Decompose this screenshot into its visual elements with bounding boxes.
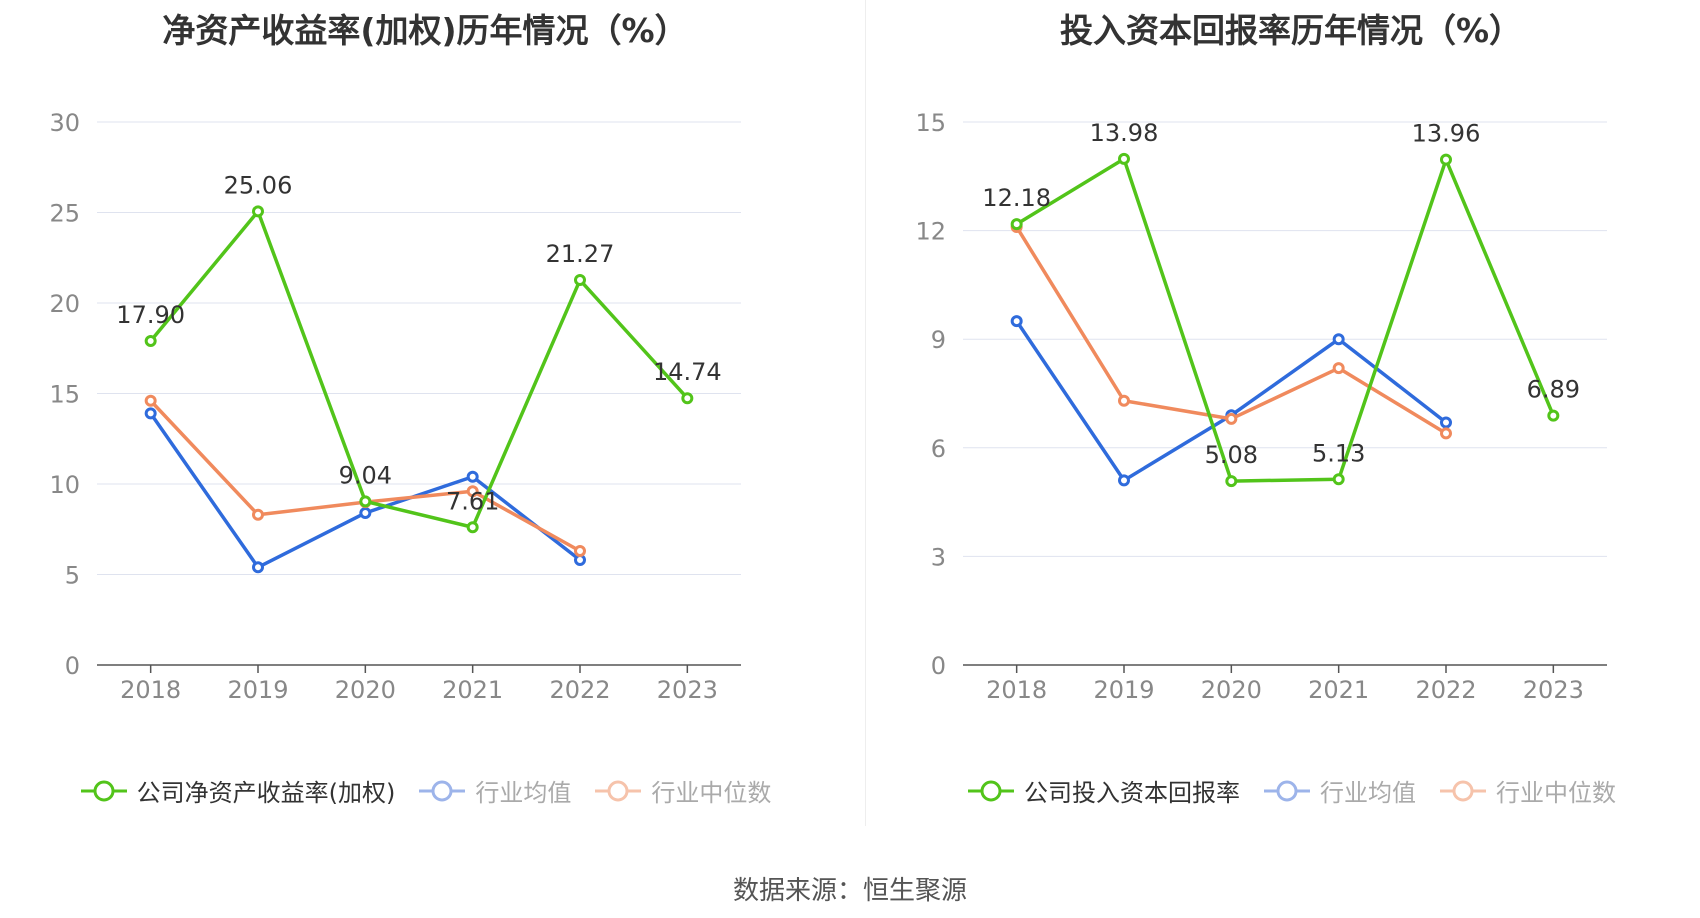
data-point[interactable] xyxy=(466,521,479,534)
roic-chart-legend: 公司投入资本回报率 行业均值 行业中位数 xyxy=(866,773,1700,808)
data-label: 9.04 xyxy=(339,461,392,489)
x-tick-label: 2023 xyxy=(657,676,718,704)
y-tick-label: 0 xyxy=(65,652,80,680)
data-point[interactable] xyxy=(1332,333,1345,346)
legend-marker-orange-icon xyxy=(595,780,642,801)
legend-label: 公司投入资本回报率 xyxy=(1024,779,1240,807)
data-label: 5.13 xyxy=(1312,439,1365,467)
roic-chart-panel: 投入资本回报率历年情况（%） 0 3 6 9 12 15 2018 2019 2020 2021 2… xyxy=(866,0,1700,830)
series-line xyxy=(149,412,582,570)
x-tick-label: 2022 xyxy=(549,676,610,704)
legend-marker-blue-icon xyxy=(419,780,466,801)
data-label: 21.27 xyxy=(546,240,615,268)
y-tick-label: 9 xyxy=(931,326,946,354)
data-point[interactable] xyxy=(1225,475,1238,488)
data-point[interactable] xyxy=(359,495,372,508)
legend-marker-green-icon xyxy=(968,780,1014,801)
legend-item-industry-average[interactable]: 行业均值 xyxy=(417,773,571,808)
legend-label: 行业中位数 xyxy=(651,779,772,807)
y-tick-label: 15 xyxy=(49,381,80,409)
data-point[interactable] xyxy=(466,485,479,498)
data-point[interactable] xyxy=(359,506,372,519)
data-point[interactable] xyxy=(681,392,694,405)
roe-chart-legend: 公司净资产收益率(加权) 行业均值 行业中位数 xyxy=(0,773,850,808)
x-tick-label: 2018 xyxy=(986,676,1047,704)
data-label: 5.08 xyxy=(1205,441,1258,469)
y-tick-label: 6 xyxy=(931,435,946,463)
legend-label: 行业中位数 xyxy=(1496,779,1616,807)
x-tick-label: 2021 xyxy=(1308,676,1369,704)
data-label: 14.74 xyxy=(653,358,722,386)
legend-item-industry-median[interactable]: 行业中位数 xyxy=(593,773,771,808)
legend-label: 行业均值 xyxy=(475,779,572,807)
roic-chart-title: 投入资本回报率历年情况（%） xyxy=(1059,11,1523,50)
data-point[interactable] xyxy=(144,394,157,407)
x-tick-label: 2023 xyxy=(1523,676,1584,704)
data-point[interactable] xyxy=(1118,152,1130,165)
data-point[interactable] xyxy=(1440,416,1452,429)
x-tick-label: 2022 xyxy=(1415,676,1476,704)
series-line xyxy=(149,209,689,530)
data-label: 25.06 xyxy=(224,171,293,199)
data-point[interactable] xyxy=(1440,427,1452,440)
legend-item-company-roic[interactable]: 公司投入资本回报率 xyxy=(966,773,1240,808)
legend-marker-orange-icon xyxy=(1440,780,1486,801)
legend-item-industry-median[interactable]: 行业中位数 xyxy=(1438,773,1616,808)
legend-marker-green-icon xyxy=(80,780,127,801)
y-tick-label: 15 xyxy=(915,109,946,137)
y-tick-label: 10 xyxy=(49,471,80,499)
legend-item-company-roe[interactable]: 公司净资产收益率(加权) xyxy=(79,773,396,808)
data-point[interactable] xyxy=(574,274,586,287)
y-tick-label: 25 xyxy=(49,200,80,228)
panel-divider xyxy=(865,0,866,826)
x-tick-label: 2019 xyxy=(227,676,288,704)
x-tick-label: 2020 xyxy=(1201,676,1262,704)
data-point[interactable] xyxy=(1332,362,1345,375)
legend-label: 公司净资产收益率(加权) xyxy=(136,779,396,807)
data-source-note: 数据来源：恒生聚源 xyxy=(732,876,967,906)
series-line xyxy=(1015,226,1447,435)
data-label: 6.89 xyxy=(1527,376,1580,404)
data-point[interactable] xyxy=(144,335,157,348)
roe-chart-plot: 0 5 10 15 20 25 30 2018 2019 2020 2021 2022 2023 17.9… xyxy=(49,109,741,704)
data-label: 17.90 xyxy=(116,301,185,329)
data-point[interactable] xyxy=(144,407,157,420)
series-line xyxy=(1015,157,1555,483)
data-point[interactable] xyxy=(574,544,586,557)
data-point[interactable] xyxy=(252,508,264,521)
data-point[interactable] xyxy=(1332,473,1345,486)
x-tick-label: 2021 xyxy=(442,676,503,704)
y-tick-label: 3 xyxy=(931,543,946,571)
y-tick-label: 20 xyxy=(49,290,80,318)
roic-chart-plot: 0 3 6 9 12 15 2018 2019 2020 2021 2022 2023 12.18 13.… xyxy=(915,109,1607,704)
data-point[interactable] xyxy=(252,561,264,574)
roe-chart-panel: 净资产收益率(加权)历年情况（%） 0 5 10 15 20 25 30 2018 2019 20… xyxy=(0,0,850,830)
data-point[interactable] xyxy=(1547,409,1560,422)
data-label: 13.98 xyxy=(1090,119,1159,147)
data-label: 7.61 xyxy=(446,487,499,515)
x-tick-label: 2018 xyxy=(120,676,181,704)
y-tick-label: 12 xyxy=(915,218,946,246)
data-point[interactable] xyxy=(1118,474,1130,487)
x-tick-label: 2019 xyxy=(1093,676,1154,704)
x-tick-label: 2020 xyxy=(335,676,396,704)
data-point[interactable] xyxy=(252,205,264,218)
data-point[interactable] xyxy=(1225,412,1238,425)
roe-chart-title: 净资产收益率(加权)历年情况（%） xyxy=(162,11,688,50)
y-tick-label: 30 xyxy=(49,109,80,137)
y-tick-label: 0 xyxy=(931,652,946,680)
data-point[interactable] xyxy=(1118,394,1130,407)
data-point[interactable] xyxy=(1010,315,1023,328)
data-point[interactable] xyxy=(1010,218,1023,231)
data-point[interactable] xyxy=(466,470,479,483)
data-label: 13.96 xyxy=(1412,120,1481,148)
legend-marker-blue-icon xyxy=(1264,780,1310,801)
data-point[interactable] xyxy=(1440,153,1452,166)
legend-label: 行业均值 xyxy=(1320,779,1416,807)
legend-item-industry-average[interactable]: 行业均值 xyxy=(1262,773,1416,808)
y-tick-label: 5 xyxy=(65,562,80,590)
data-label: 12.18 xyxy=(982,184,1051,212)
